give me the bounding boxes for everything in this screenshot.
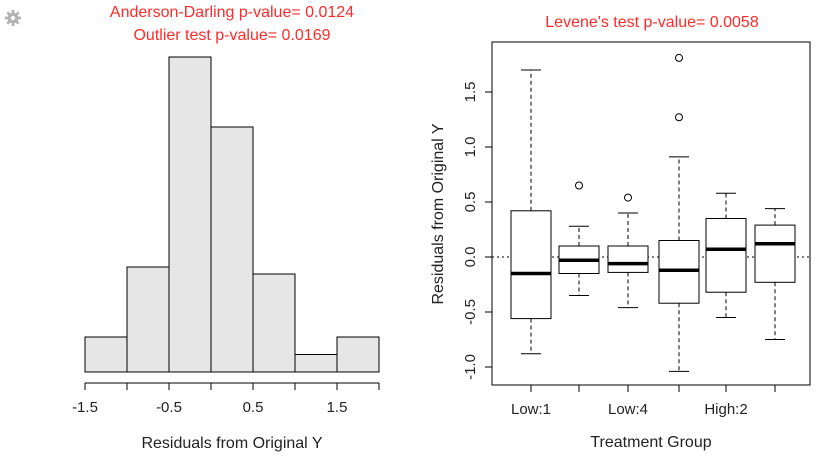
- boxplot-x-axis-label: Treatment Group: [590, 434, 711, 451]
- histogram-title-line-2: Outlier test p-value= 0.0169: [133, 27, 330, 44]
- histogram-x-tick-label: -0.5: [156, 399, 182, 416]
- boxplot-outlier-point: [675, 53, 683, 62]
- boxplot-y-tick-label: 1.5: [462, 82, 479, 103]
- histogram-bar-5: [252, 273, 296, 373]
- histogram-bar-4: [210, 126, 254, 373]
- histogram-x-tick-label: 1.5: [327, 399, 348, 416]
- histogram-x-tick-label: 0.5: [243, 399, 264, 416]
- boxplot-box: [607, 245, 649, 273]
- boxplot-box: [510, 210, 552, 320]
- boxplot-x-tick-label: Low:1: [511, 401, 551, 418]
- histogram-bar-6: [294, 354, 338, 373]
- boxplot-box: [754, 224, 796, 283]
- gear-icon[interactable]: [4, 9, 22, 27]
- boxplot-outlier-point: [575, 181, 583, 190]
- boxplot-box: [705, 218, 747, 293]
- histogram-bar-3: [168, 56, 212, 373]
- histogram-chart: Anderson-Darling p-value= 0.0124 Outlier…: [72, 4, 380, 452]
- boxplot-y-axis-label: Residuals from Original Y: [430, 123, 447, 304]
- boxplot-chart: Levene's test p-value= 0.0058 -1.0 -0.5 0.…: [430, 14, 811, 451]
- boxplot-y-tick-label: 0.5: [462, 192, 479, 213]
- histogram-bar-1: [84, 336, 128, 373]
- histogram-bar-7: [336, 336, 380, 373]
- boxplot-x-tick-label: Low:4: [608, 401, 648, 418]
- boxplot-group-3: [607, 193, 649, 309]
- boxplot-outlier-point: [675, 113, 683, 122]
- boxplot-outlier-point: [624, 193, 632, 202]
- boxplot-y-tick-label: -0.5: [462, 299, 479, 325]
- boxplot-group-6: [754, 208, 796, 340]
- boxplot-group-1: [510, 69, 552, 355]
- boxplot-group-2: [558, 181, 600, 296]
- histogram-x-axis-label: Residuals from Original Y: [141, 435, 322, 452]
- boxplot-y-tick-label: 1.0: [462, 137, 479, 158]
- histogram-title-line-1: Anderson-Darling p-value= 0.0124: [110, 4, 354, 21]
- boxplot-group-5: [705, 192, 747, 318]
- boxplot-y-tick-label: 0.0: [462, 247, 479, 268]
- histogram-x-tick-label: -1.5: [72, 399, 98, 416]
- histogram-bar-2: [126, 266, 170, 373]
- boxplot-title: Levene's test p-value= 0.0058: [545, 14, 759, 31]
- boxplot-y-tick-label: -1.0: [462, 354, 479, 380]
- boxplot-group-4: [658, 53, 700, 372]
- boxplot-x-tick-label: High:2: [704, 401, 747, 418]
